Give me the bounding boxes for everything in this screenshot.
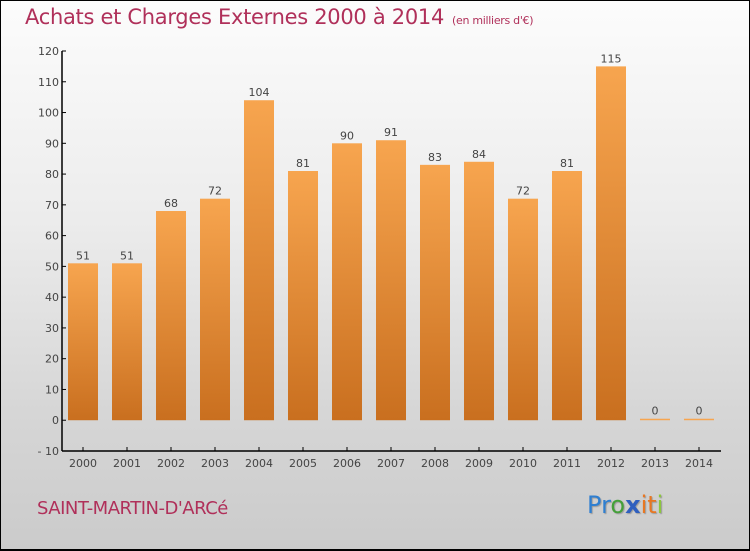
chart-title: Achats et Charges Externes 2000 à 2014 (e… (25, 5, 534, 29)
logo-letter: x (625, 491, 641, 519)
logo-letter: i (640, 491, 648, 519)
axes-group: - 10 0 10 20 30 40 50 60 70 80 90 100 110 120 2000 2001… (38, 45, 721, 470)
bars-group: 51 51 68 72 104 81 90 91 83 84 72 81 115 0 0 (68, 52, 714, 421)
value-label-2009: 84 (472, 148, 486, 161)
x-tick-label: 2011 (553, 457, 581, 470)
y-tick-label: 10 (45, 383, 59, 396)
bar-2008 (420, 164, 450, 421)
x-tick-label: 2005 (289, 457, 317, 470)
bar-2011 (552, 171, 582, 421)
value-label-2014: 0 (696, 405, 703, 418)
x-tick-label: 2001 (113, 457, 141, 470)
y-tick-label: 60 (45, 230, 59, 243)
x-tick-label: 2010 (509, 457, 537, 470)
value-label-2000: 51 (76, 249, 90, 262)
x-tick-label: 2012 (597, 457, 625, 470)
y-tick-label: 110 (38, 76, 59, 89)
y-tick-label: 80 (45, 168, 59, 181)
value-label-2011: 81 (560, 157, 574, 170)
y-tick-label: 30 (45, 322, 59, 335)
y-tick-label: 50 (45, 260, 59, 273)
value-label-2001: 51 (120, 249, 134, 262)
bar-2003 (200, 198, 230, 421)
value-label-2004: 104 (249, 86, 270, 99)
logo-letter: P (587, 491, 602, 519)
y-tick-label: 20 (45, 353, 59, 366)
x-tick-label: 2014 (685, 457, 713, 470)
y-tick-label: 40 (45, 291, 59, 304)
bar-2000 (68, 263, 98, 421)
value-label-2005: 81 (296, 157, 310, 170)
chart-subtitle: (en milliers d'€) (452, 14, 534, 27)
bar-2013 (640, 418, 670, 421)
bar-2007 (376, 140, 406, 421)
y-tick-label: 120 (38, 45, 59, 58)
bar-2001 (112, 263, 142, 421)
bar-2002 (156, 211, 186, 421)
bar-2005 (288, 171, 318, 421)
logo-letter: t (647, 491, 657, 519)
x-tick-label: 2003 (201, 457, 229, 470)
proxiti-logo: Proxiti (587, 491, 663, 519)
value-label-2006: 90 (340, 129, 354, 142)
bar-2006 (332, 143, 362, 421)
bar-2004 (244, 100, 274, 421)
bar-2012 (596, 66, 626, 421)
x-tick-label: 2007 (377, 457, 405, 470)
x-tick-label: 2013 (641, 457, 669, 470)
logo-letter: i (656, 491, 664, 519)
x-tick-label: 2000 (69, 457, 97, 470)
x-tick-label: 2009 (465, 457, 493, 470)
y-tick-label: - 10 (38, 445, 59, 458)
value-label-2007: 91 (384, 126, 398, 139)
x-tick-label: 2004 (245, 457, 273, 470)
value-label-2003: 72 (208, 185, 222, 198)
logo-letter: o (610, 491, 626, 519)
y-tick-label: 90 (45, 137, 59, 150)
value-label-2013: 0 (652, 405, 659, 418)
y-tick-label: 100 (38, 107, 59, 120)
x-tick-label: 2008 (421, 457, 449, 470)
value-label-2010: 72 (516, 185, 530, 198)
y-tick-label: 0 (52, 414, 59, 427)
bar-2010 (508, 198, 538, 421)
logo-letter: r (601, 491, 611, 519)
x-tick-label: 2002 (157, 457, 185, 470)
value-label-2002: 68 (164, 197, 178, 210)
title-text: Achats et Charges Externes 2000 à 2014 (25, 5, 445, 29)
bar-2014 (684, 418, 714, 421)
bar-2009 (464, 161, 494, 421)
value-label-2012: 115 (601, 52, 622, 65)
commune-name: SAINT-MARTIN-D'ARCé (37, 498, 228, 519)
value-label-2008: 83 (428, 151, 442, 164)
y-tick-label: 70 (45, 199, 59, 212)
x-tick-label: 2006 (333, 457, 361, 470)
